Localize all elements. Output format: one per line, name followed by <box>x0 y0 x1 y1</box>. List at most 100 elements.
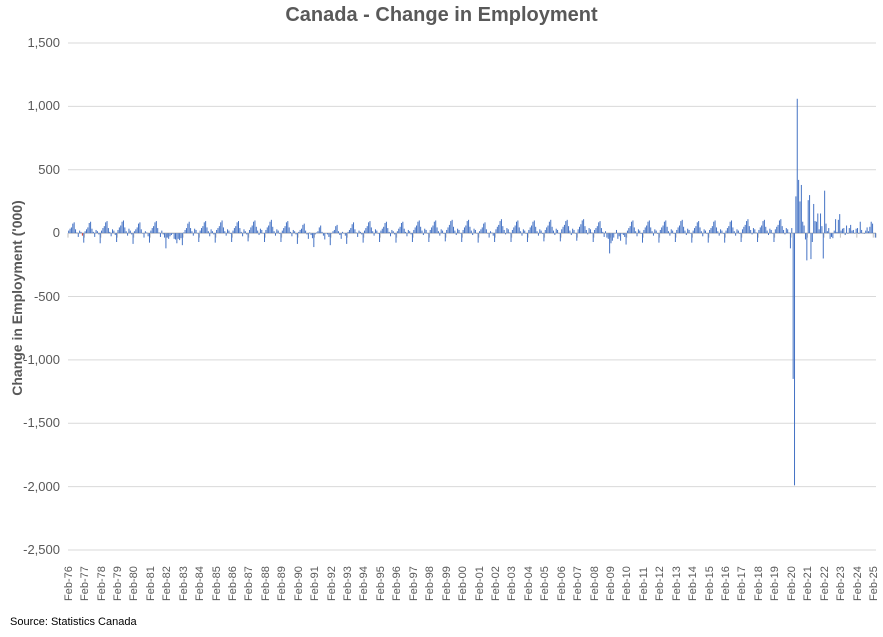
bar <box>610 233 612 244</box>
bar <box>203 222 205 234</box>
bar <box>576 233 578 241</box>
bar <box>799 201 801 234</box>
bar <box>513 227 515 234</box>
x-axis-tick-label: Feb-79 <box>111 566 124 601</box>
bar <box>529 227 531 234</box>
bar <box>139 222 141 234</box>
bar <box>428 233 430 242</box>
bar <box>509 232 511 234</box>
bar <box>140 229 142 234</box>
bar <box>818 229 820 234</box>
bar <box>785 228 787 234</box>
bar <box>324 233 326 240</box>
bar <box>852 229 854 234</box>
bar <box>373 233 375 236</box>
bar <box>254 220 256 234</box>
bar <box>500 219 502 234</box>
bar <box>162 233 164 235</box>
x-axis-tick-label: Feb-94 <box>358 566 371 601</box>
bar <box>542 233 544 234</box>
bar <box>725 230 727 234</box>
bar <box>368 222 370 234</box>
bar <box>361 233 363 235</box>
bar <box>354 229 356 234</box>
bar <box>151 228 153 234</box>
bar <box>381 228 383 234</box>
bar <box>804 233 806 240</box>
bar <box>261 229 263 234</box>
bar <box>857 228 859 234</box>
bar <box>76 232 78 234</box>
bar <box>757 233 759 242</box>
bar <box>418 220 420 234</box>
bar <box>466 221 468 234</box>
bar <box>385 221 387 234</box>
x-axis-tick-label: Feb-19 <box>769 566 782 601</box>
bar <box>750 229 752 234</box>
bar <box>702 233 704 237</box>
bar <box>546 227 548 234</box>
bar <box>810 233 812 260</box>
x-axis-tick-label: Feb-91 <box>309 566 322 601</box>
bar <box>602 231 604 234</box>
bar <box>128 228 130 234</box>
bar <box>647 221 649 234</box>
bar <box>138 223 140 234</box>
x-axis-tick-label: Feb-12 <box>654 566 667 601</box>
bar <box>318 227 320 234</box>
bar <box>867 231 869 234</box>
bar <box>642 233 643 243</box>
bar <box>405 231 407 234</box>
bar <box>296 233 298 244</box>
bar <box>811 233 813 242</box>
bar <box>555 228 557 234</box>
bar <box>783 229 785 234</box>
bar <box>216 229 218 234</box>
bar <box>746 221 748 234</box>
bar <box>814 221 816 234</box>
bar <box>246 233 248 235</box>
bar <box>291 233 293 237</box>
bar <box>754 229 756 234</box>
bar <box>365 228 367 234</box>
bar <box>787 229 789 234</box>
bar <box>607 233 609 239</box>
bar <box>617 233 619 239</box>
bar <box>213 233 215 235</box>
bar <box>413 229 415 234</box>
y-axis-tick-label: -2,000 <box>23 478 60 494</box>
bar <box>391 229 393 234</box>
bar <box>499 221 501 234</box>
bar <box>316 232 318 234</box>
bar <box>199 230 201 234</box>
bar <box>90 221 92 234</box>
bar <box>511 229 513 234</box>
bar <box>552 230 554 234</box>
bar <box>618 233 620 237</box>
bar <box>859 221 861 234</box>
x-axis-tick-label: Feb-23 <box>835 566 848 601</box>
bar <box>150 230 152 234</box>
bar <box>700 231 702 234</box>
bar <box>265 229 267 234</box>
bar <box>807 200 809 234</box>
bar <box>865 230 867 234</box>
bar <box>869 226 871 234</box>
bar <box>581 220 583 234</box>
x-axis-tick-label: Feb-88 <box>259 566 272 601</box>
bar <box>131 233 133 235</box>
bar <box>640 233 642 234</box>
bar <box>872 223 874 234</box>
bar <box>589 229 591 234</box>
bar <box>431 227 433 234</box>
bar <box>205 221 207 234</box>
bar <box>777 224 779 234</box>
bar <box>728 226 730 234</box>
bar <box>144 231 146 234</box>
bar <box>351 224 353 234</box>
bar <box>209 233 211 237</box>
bar <box>253 221 255 234</box>
bar <box>822 233 824 259</box>
bar <box>407 229 409 234</box>
bar <box>463 227 465 234</box>
